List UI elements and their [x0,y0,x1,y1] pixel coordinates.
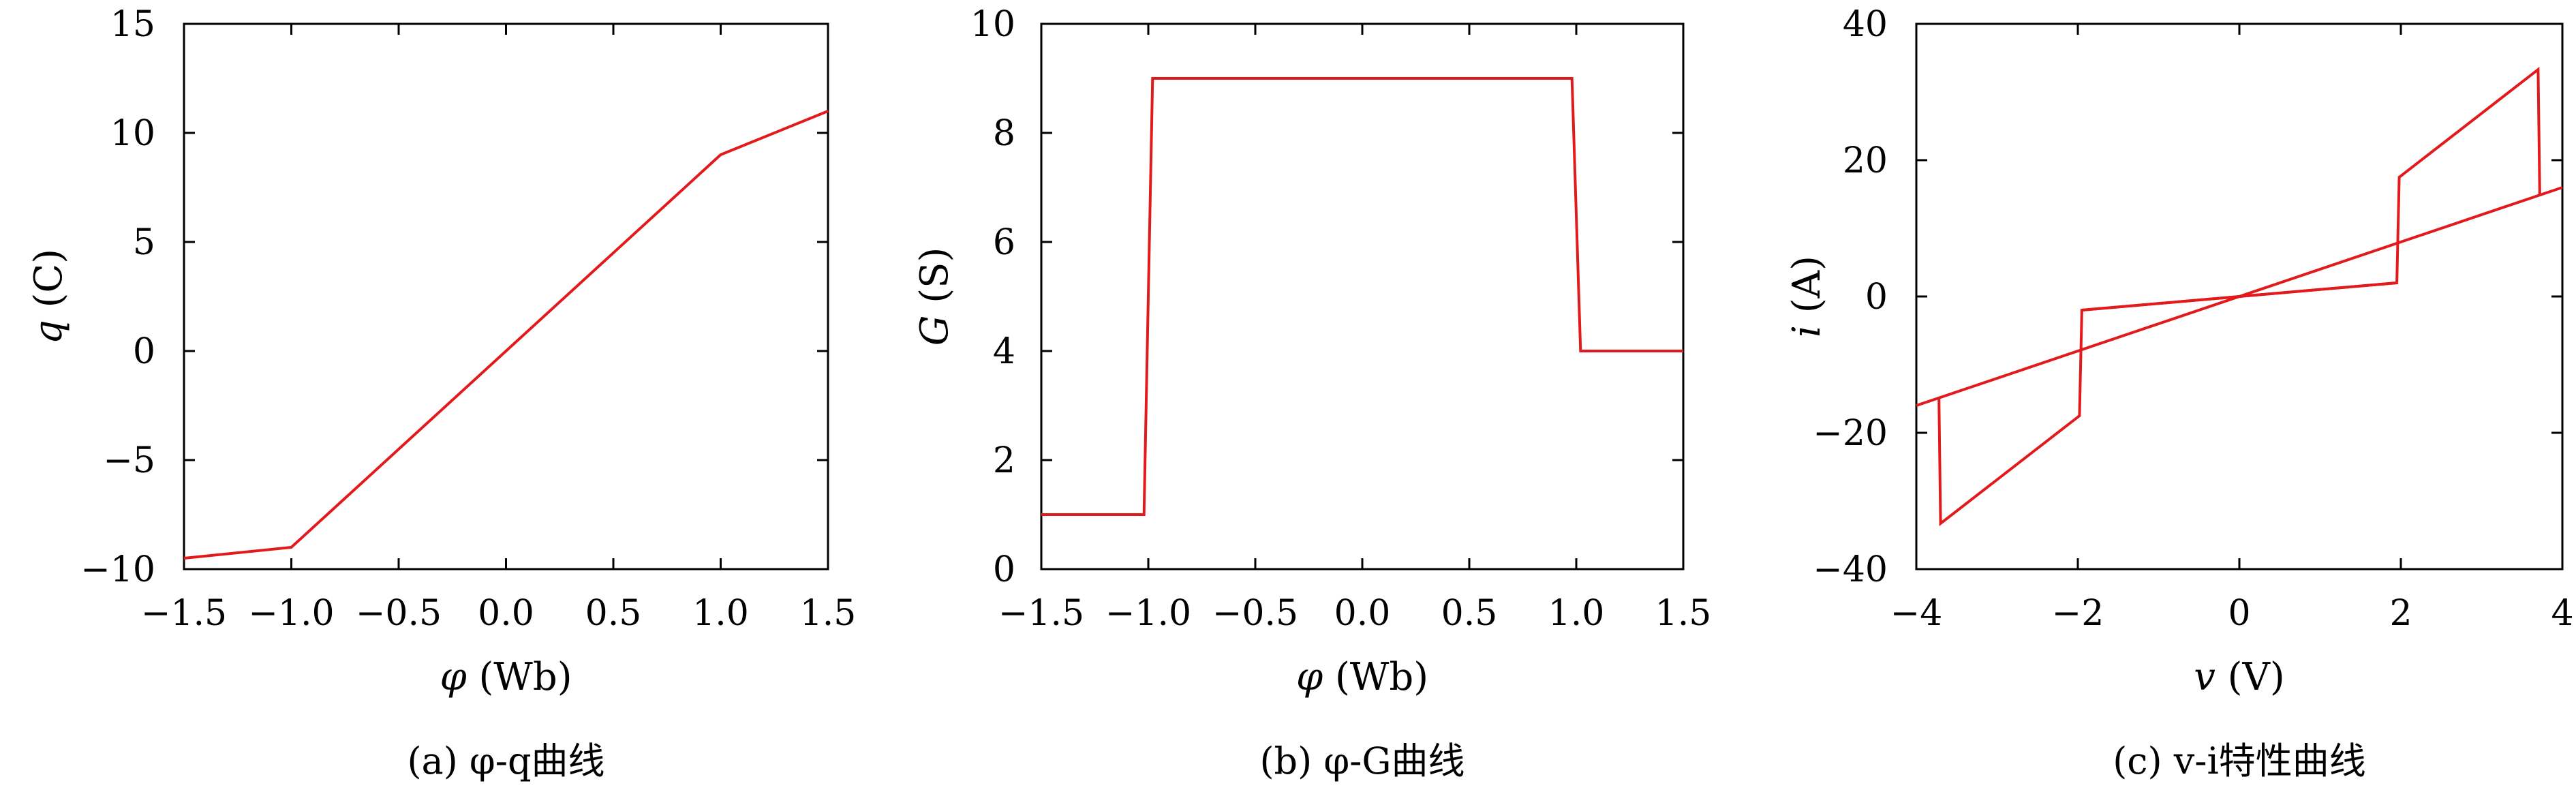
panel-c-y-tick-label: 40 [1843,4,1888,45]
panel-c-y-tick-label: −40 [1813,549,1888,590]
panel-a-y-tick-label: 15 [110,4,155,45]
panel-c-x-tick-label: 2 [2389,593,2412,634]
panel-a-x-tick-label: 1.0 [692,593,749,634]
panel-b-x-axis-label: φ (Wb) [1296,655,1428,699]
panel-b-y-tick-label: 8 [993,113,1015,154]
panel-a-y-axis-label: q (C) [27,249,71,344]
panel-b-x-tick-label: 1.0 [1548,593,1605,634]
panel-a-x-tick-label: 0.5 [585,593,642,634]
panel-c-x-tick-label: 0 [2228,593,2250,634]
panel-c-y-tick-label: 20 [1843,140,1888,181]
panel-a-x-tick-label: 1.5 [800,593,857,634]
panel-b-y-tick-label: 10 [970,4,1015,45]
panel-a-y-tick-label: −5 [103,440,155,481]
panel-a-x-axis-label: φ (Wb) [440,655,572,699]
panel-a-y-tick-label: 10 [110,113,155,154]
panel-a-caption: (a) φ-q曲线 [407,740,604,782]
panel-c-x-tick-label: −2 [2052,593,2104,634]
panel-c-y-tick-label: 0 [1865,277,1888,318]
panel-c-series-line-3 [1937,281,2397,527]
panel-b-x-tick-label: −1.0 [1105,593,1191,634]
panel-b-x-tick-label: 1.5 [1655,593,1712,634]
panel-c-x-tick-label: −4 [1890,593,1943,634]
panel-b-y-tick-label: 0 [993,549,1015,590]
panel-a-x-tick-label: −0.5 [356,593,442,634]
panel-b-y-axis-label: G (S) [913,247,957,346]
panel-c-series-line-2 [2081,66,2541,311]
panel-b-y-tick-label: 2 [993,440,1015,481]
panel-b-plot-frame [1040,22,1685,570]
panel-a-series-line-1 [183,110,829,560]
panel-b-x-tick-label: −0.5 [1212,593,1298,634]
panel-c-y-tick-label: −20 [1813,413,1888,454]
panel-a-plot-frame [183,22,829,570]
panel-c-y-axis-label: i (A) [1785,256,1829,337]
panel-b-y-tick-label: 4 [993,331,1015,372]
panel-c-x-axis-label: v (V) [2194,655,2285,699]
panel-a-y-tick-label: −10 [80,549,155,590]
panel-b-x-tick-label: 0.0 [1334,593,1391,634]
panel-a-x-tick-label: −1.5 [141,593,227,634]
panel-a-y-tick-label: 0 [133,331,155,372]
panel-b-caption: (b) φ-G曲线 [1259,740,1465,782]
panel-c-x-tick-label: 4 [2551,593,2573,634]
panel-a-x-tick-label: −1.0 [248,593,334,634]
panel-b-y-tick-label: 6 [993,222,1015,263]
panel-a-x-tick-label: 0.0 [478,593,534,634]
panel-b-x-tick-label: −1.5 [998,593,1084,634]
panel-a-y-tick-label: 5 [133,222,155,263]
panel-b-series-line-1 [1041,77,1683,516]
panel-b-x-tick-label: 0.5 [1441,593,1498,634]
panel-c-caption: (c) v-i特性曲线 [2113,740,2366,782]
